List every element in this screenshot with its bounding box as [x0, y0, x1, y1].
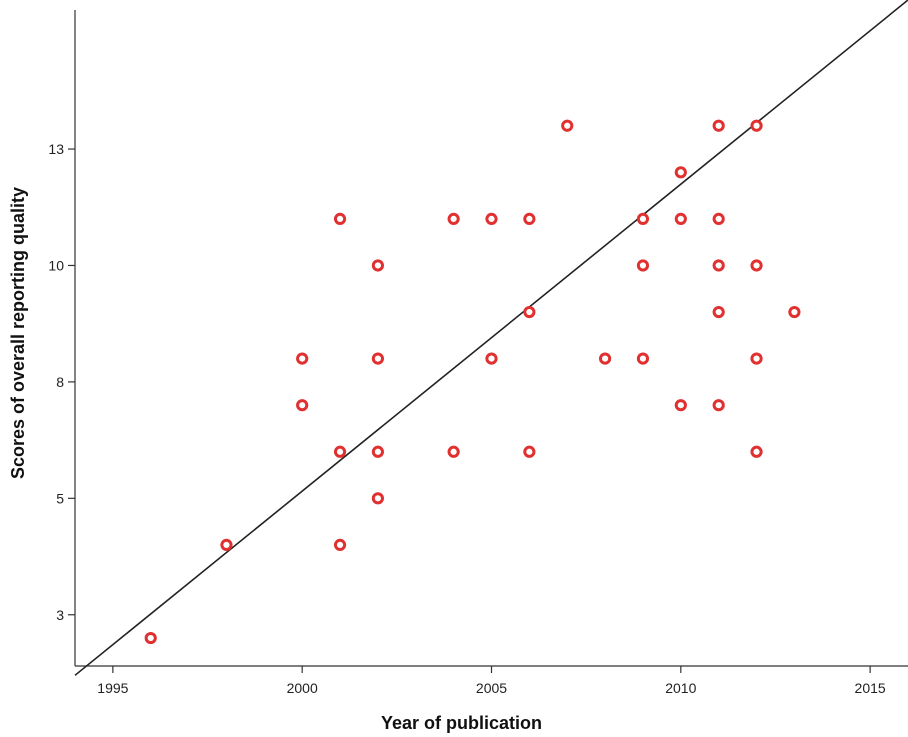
data-point	[561, 119, 574, 132]
fit-line-group	[74, 0, 908, 676]
data-point	[333, 212, 347, 225]
data-point	[371, 492, 385, 505]
data-points	[144, 119, 801, 645]
data-point	[636, 212, 650, 225]
data-point	[447, 212, 460, 225]
y-axis-ticks: 3 5 8 10 13	[48, 141, 75, 623]
x-tick-label: 2015	[855, 680, 886, 696]
data-point	[712, 212, 725, 225]
y-axis-title: Scores of overall reporting quality	[8, 187, 28, 479]
data-point	[750, 259, 763, 272]
data-point	[523, 445, 536, 458]
data-point	[712, 399, 725, 412]
data-point	[333, 538, 347, 552]
data-point	[296, 352, 309, 365]
y-tick-label: 3	[56, 607, 64, 623]
data-point	[523, 305, 536, 319]
y-tick-label: 8	[56, 374, 64, 390]
data-point	[220, 538, 233, 552]
x-tick-label: 2005	[476, 680, 507, 696]
x-axis-ticks: 1995 2000 2005 2010 2015	[97, 666, 886, 696]
plot-area: 1995 2000 2005 2010 2015 3 5 8 10 13	[48, 0, 908, 696]
data-point	[674, 212, 687, 225]
data-point	[788, 305, 801, 319]
data-point	[333, 445, 347, 458]
data-point	[674, 166, 687, 179]
data-point	[485, 352, 498, 365]
data-point	[371, 352, 385, 365]
data-point	[712, 259, 725, 272]
data-point	[750, 445, 763, 458]
data-point	[485, 212, 498, 225]
x-tick-label: 2000	[287, 680, 318, 696]
data-point	[636, 352, 650, 365]
data-point	[636, 259, 650, 272]
y-tick-label: 10	[48, 257, 64, 273]
data-point	[371, 445, 385, 458]
data-point	[523, 212, 536, 225]
fit-line	[74, 0, 908, 676]
data-point	[598, 352, 612, 365]
x-axis-title: Year of publication	[381, 713, 542, 733]
data-point	[296, 399, 309, 412]
y-tick-label: 13	[48, 141, 64, 157]
data-point	[750, 119, 763, 132]
data-point	[712, 305, 725, 319]
x-tick-label: 1995	[97, 680, 128, 696]
data-point	[447, 445, 460, 458]
x-tick-label: 2010	[665, 680, 696, 696]
data-point	[371, 259, 385, 272]
data-point	[674, 399, 687, 412]
data-point	[750, 352, 763, 365]
data-point	[144, 631, 157, 645]
y-tick-label: 5	[56, 490, 64, 506]
data-point	[712, 119, 725, 132]
